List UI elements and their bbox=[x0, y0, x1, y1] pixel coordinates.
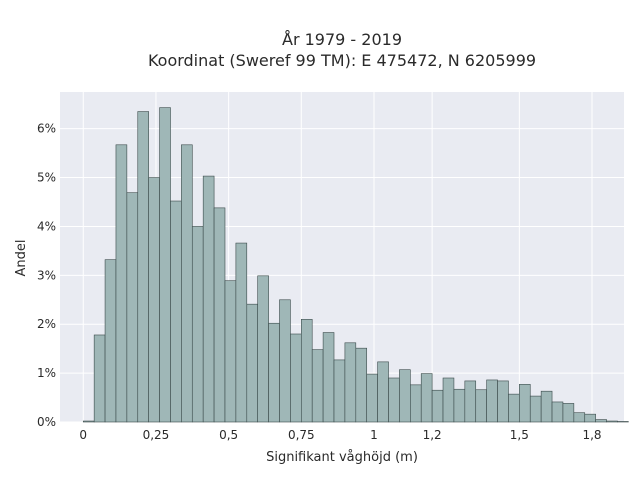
histogram-bar bbox=[213, 207, 226, 423]
histogram-bar bbox=[399, 369, 411, 423]
histogram-bar bbox=[475, 389, 487, 423]
x-tick-label: 1,8 bbox=[582, 428, 601, 442]
histogram-bar bbox=[410, 384, 422, 423]
histogram-bar bbox=[115, 144, 128, 423]
x-tick-label: 0,5 bbox=[219, 428, 238, 442]
histogram-bar bbox=[497, 380, 509, 423]
y-tick-label: 6% bbox=[37, 122, 56, 136]
histogram-bar bbox=[300, 319, 313, 423]
histogram-bar bbox=[584, 413, 596, 423]
histogram-bar bbox=[366, 373, 378, 423]
histogram-bar bbox=[388, 377, 400, 423]
histogram-bar bbox=[540, 390, 553, 423]
histogram-bar bbox=[606, 420, 618, 423]
histogram-bar bbox=[104, 259, 117, 423]
histogram-bar bbox=[93, 334, 106, 423]
histogram-bar bbox=[508, 393, 520, 423]
histogram-bar bbox=[486, 379, 498, 423]
histogram-bar bbox=[420, 373, 433, 423]
histogram-bar bbox=[126, 192, 139, 423]
y-axis-label: Andel bbox=[14, 240, 29, 277]
histogram-bar bbox=[224, 280, 237, 423]
histogram-bar bbox=[257, 275, 269, 423]
histogram-bar bbox=[181, 144, 193, 423]
x-tick-label: 0,25 bbox=[143, 428, 170, 442]
y-tick-label: 1% bbox=[37, 366, 56, 380]
chart-title-line1: År 1979 - 2019 bbox=[282, 30, 402, 49]
x-tick-label: 0 bbox=[79, 428, 87, 442]
histogram-bar bbox=[562, 403, 575, 423]
histogram-bar bbox=[170, 200, 182, 423]
histogram-bar bbox=[431, 389, 444, 423]
histogram-bar bbox=[322, 332, 335, 423]
x-tick-label: 1,2 bbox=[423, 428, 442, 442]
y-tick-label: 5% bbox=[37, 171, 56, 185]
y-tick-label: 4% bbox=[37, 219, 56, 233]
histogram-bar bbox=[333, 359, 346, 423]
histogram-bar bbox=[551, 401, 564, 423]
histogram-bar bbox=[519, 384, 531, 423]
chart-title-line2: Koordinat (Sweref 99 TM): E 475472, N 62… bbox=[148, 51, 536, 70]
histogram-bar bbox=[464, 380, 477, 423]
histogram-bar bbox=[268, 322, 280, 423]
histogram-bar bbox=[82, 420, 95, 423]
x-tick-label: 1,5 bbox=[510, 428, 529, 442]
histogram-bar bbox=[191, 226, 204, 423]
histogram-bar bbox=[290, 333, 302, 423]
histogram-bar bbox=[148, 177, 160, 423]
y-tick-label: 0% bbox=[37, 415, 56, 429]
x-axis-label: Signifikant våghöjd (m) bbox=[266, 450, 418, 465]
y-tick-label: 3% bbox=[37, 268, 56, 282]
x-axis-ticks: 0 0,25 0,5 0,75 1 1,2 1,5 1,8 bbox=[79, 428, 601, 442]
histogram-bar bbox=[573, 412, 586, 423]
bars-group bbox=[82, 107, 629, 423]
histogram-bar bbox=[235, 242, 248, 423]
histogram-bar bbox=[529, 395, 542, 423]
y-axis-ticks: 0% 1% 2% 3% 4% 5% 6% bbox=[37, 122, 56, 429]
histogram-bar bbox=[311, 349, 324, 423]
histogram-bar bbox=[453, 388, 466, 423]
histogram-bar bbox=[246, 303, 258, 423]
histogram-bar bbox=[344, 342, 357, 423]
histogram-bar bbox=[355, 347, 368, 423]
histogram-bar bbox=[442, 377, 455, 423]
histogram-bar bbox=[159, 107, 171, 423]
histogram-bar bbox=[137, 111, 149, 423]
y-tick-label: 2% bbox=[37, 317, 56, 331]
x-tick-label: 1 bbox=[370, 428, 378, 442]
histogram-bar bbox=[202, 175, 215, 423]
x-tick-label: 0,75 bbox=[288, 428, 315, 442]
histogram-bar bbox=[595, 419, 607, 423]
histogram-bar bbox=[279, 299, 291, 423]
histogram-bar bbox=[377, 361, 389, 423]
